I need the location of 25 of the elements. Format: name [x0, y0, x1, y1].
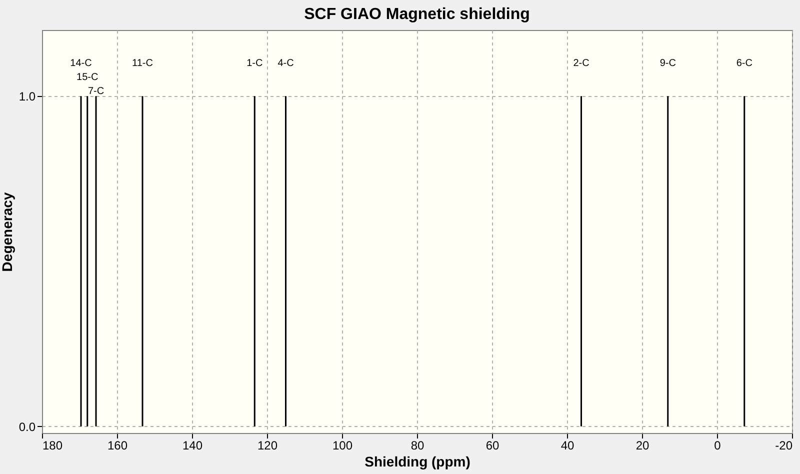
annotation: 9-C	[660, 58, 676, 70]
x-tick-label: 100	[332, 438, 353, 452]
x-tick-label: 0	[714, 438, 722, 452]
annotation: 11-C	[132, 58, 153, 70]
x-axis-title: Shielding (ppm)	[364, 454, 470, 470]
y-tick-label: 0.0	[18, 420, 36, 434]
annotation: 2-C	[573, 58, 590, 70]
x-tick-label: 20	[636, 438, 650, 452]
annotation: 14-C	[70, 58, 92, 70]
annotation: 15-C	[76, 72, 98, 84]
y-tick-label: 1.0	[18, 90, 36, 104]
chart-title: SCF GIAO Magnetic shielding	[304, 6, 530, 23]
y-axis-title: Degeneracy	[0, 192, 15, 272]
x-tick-label: 60	[486, 438, 500, 452]
annotation: 6-C	[736, 58, 752, 70]
x-tick-label: 160	[107, 438, 128, 452]
annotation: 7-C	[88, 86, 104, 98]
x-tick-label: 140	[182, 438, 203, 452]
x-tick-label: 180	[42, 438, 63, 452]
x-tick-label: 40	[560, 438, 574, 452]
annotation: 4-C	[278, 58, 294, 70]
x-tick-label: -20	[775, 438, 793, 452]
x-tick-label: 80	[410, 438, 424, 452]
x-tick-label: 120	[257, 438, 278, 452]
annotation: 1-C	[246, 58, 263, 70]
